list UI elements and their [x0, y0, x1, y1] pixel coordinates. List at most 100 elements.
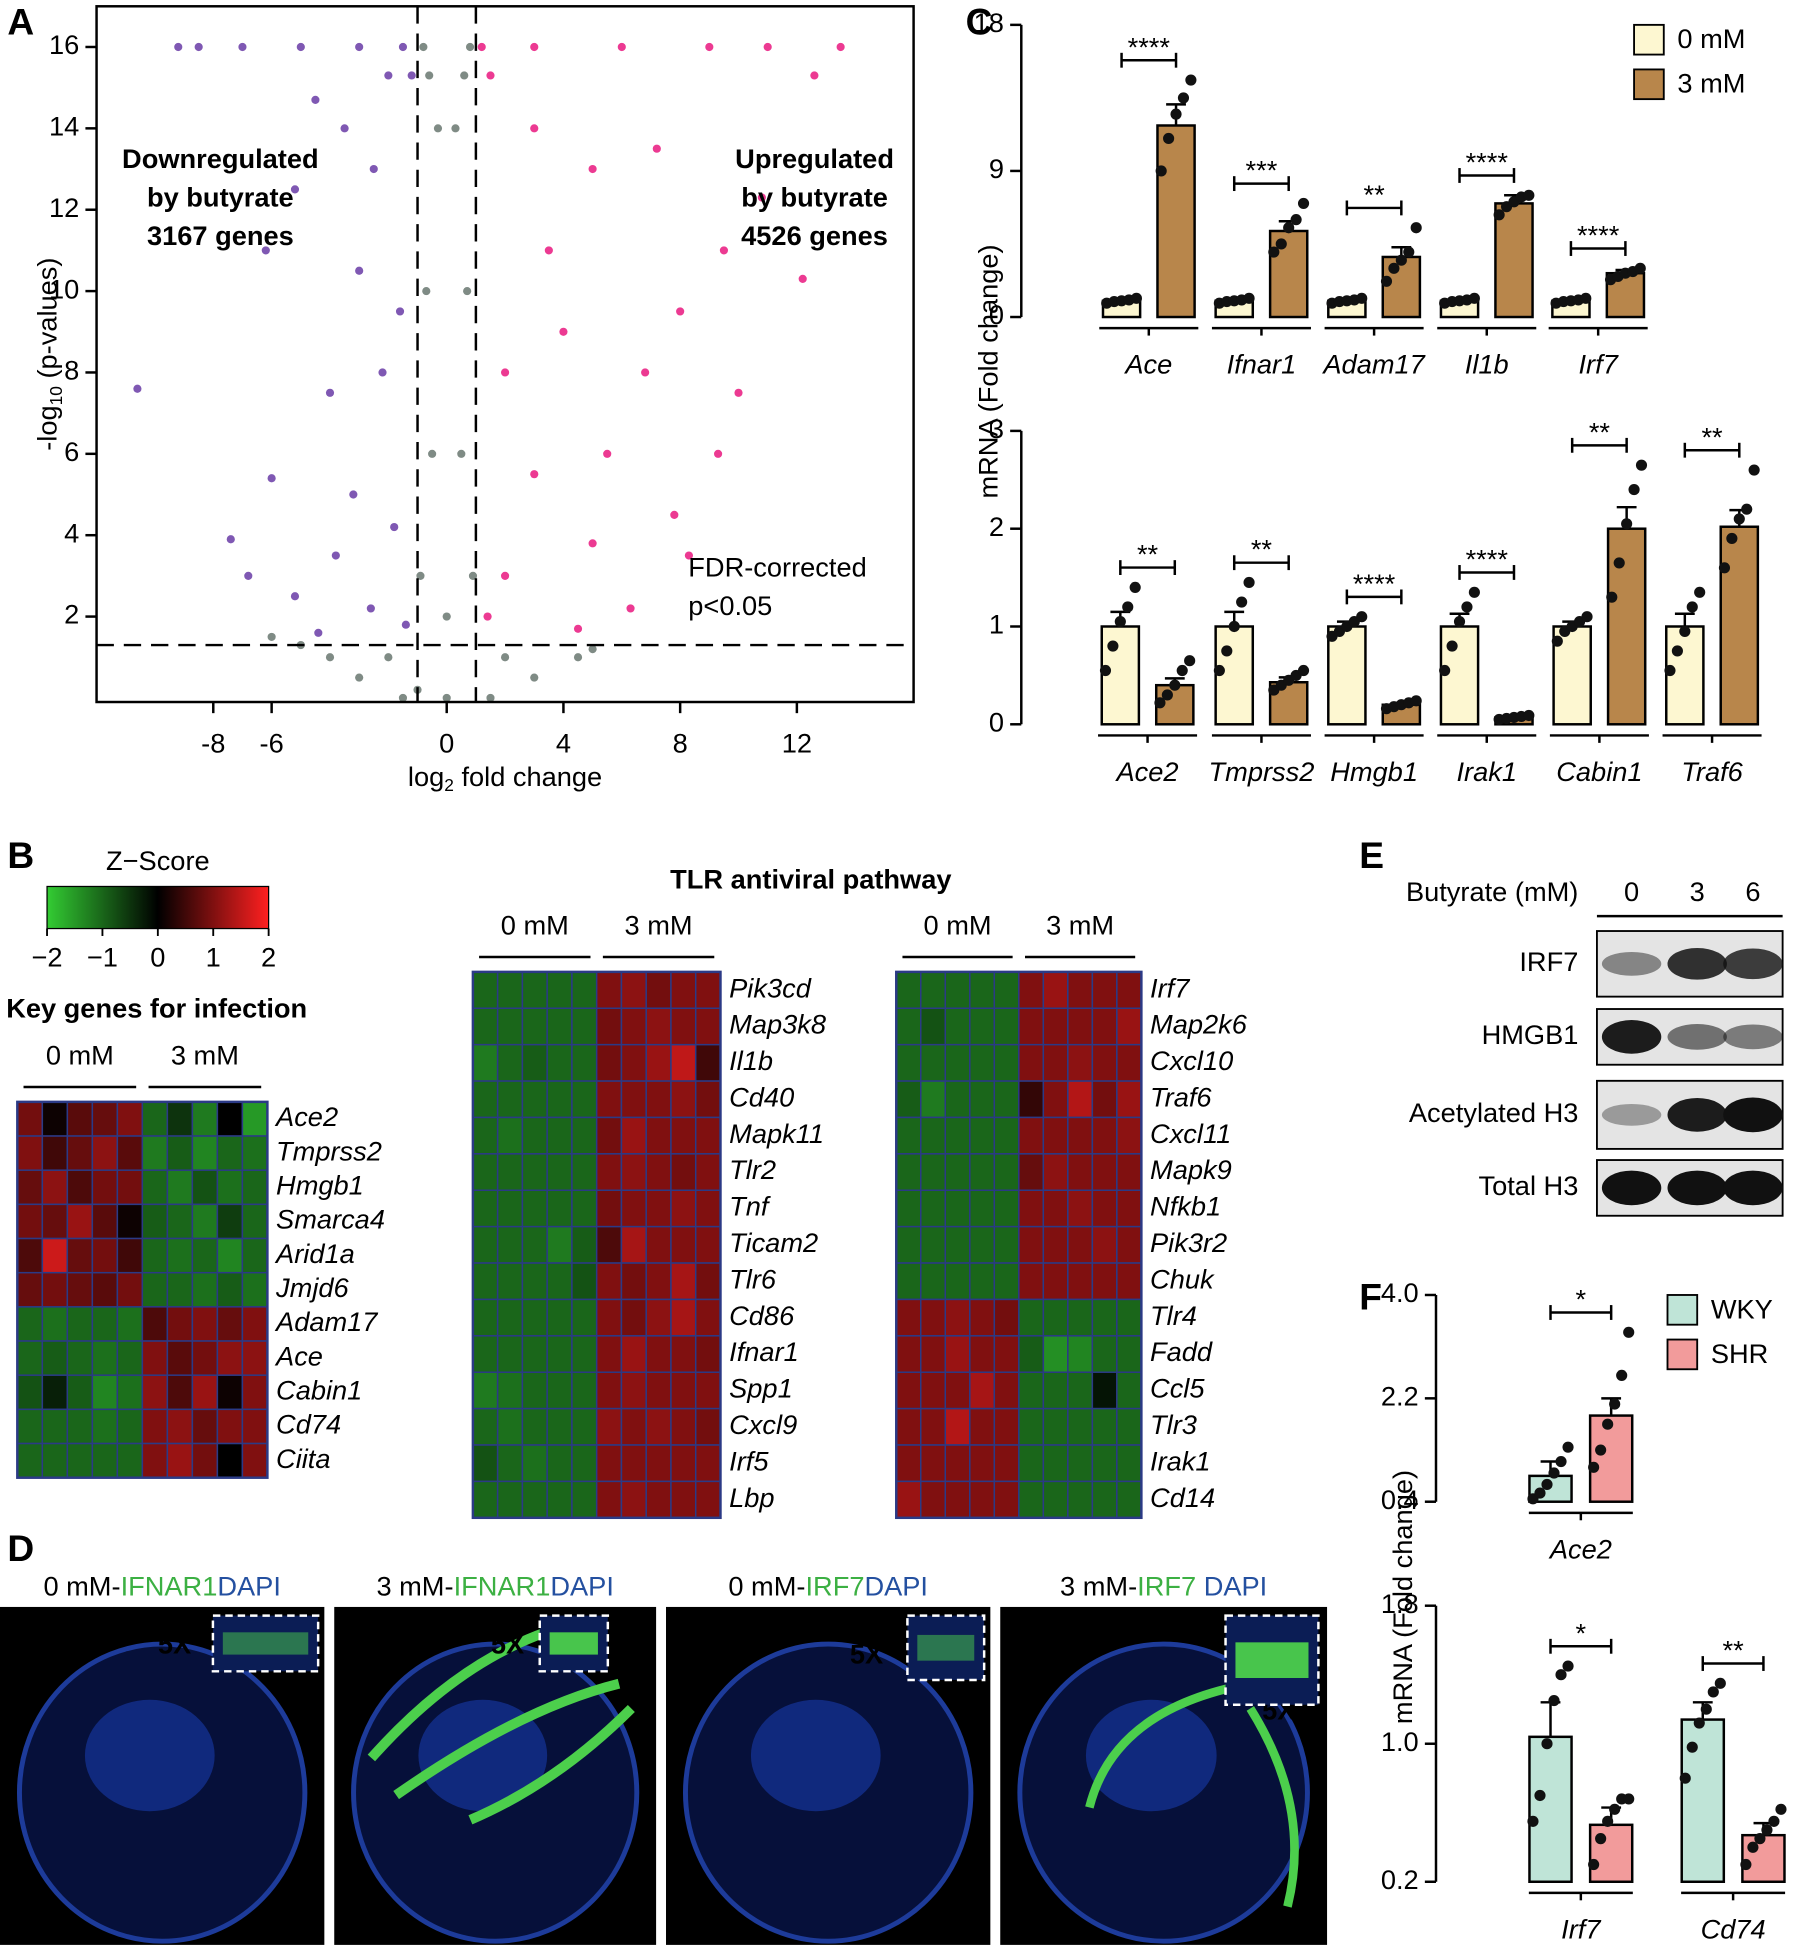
- blot-row-label: Acetylated H3: [1409, 1097, 1578, 1128]
- point: [422, 287, 431, 296]
- point: [340, 124, 349, 133]
- heatmap-cell: [141, 1169, 169, 1206]
- heatmap-cell: [993, 1262, 1020, 1301]
- heatmap-cell: [16, 1237, 44, 1274]
- heatmap-cell: [472, 1225, 499, 1264]
- data-point: [1439, 664, 1451, 677]
- heatmap-cell: [1067, 1007, 1094, 1046]
- data-point: [1562, 1660, 1574, 1672]
- data-point: [1613, 557, 1625, 569]
- point: [705, 42, 714, 52]
- heatmap-cell: [1067, 1444, 1094, 1483]
- heatmap-cell: [166, 1271, 194, 1308]
- heatmap-cell: [895, 1153, 922, 1191]
- point: [325, 388, 335, 397]
- x-tick-label: 8: [673, 728, 688, 759]
- heatmap-cell: [141, 1101, 169, 1137]
- heatmap-cell: [41, 1408, 69, 1445]
- bar: [1494, 202, 1534, 319]
- heatmap-cell: [241, 1203, 269, 1240]
- heatmap-title: Key genes for infection: [6, 992, 307, 1023]
- heatmap-cell: [1067, 1480, 1094, 1519]
- heatmap-cell: [216, 1271, 244, 1308]
- heatmap-cell: [645, 1444, 672, 1483]
- heatmap-cell: [1067, 1335, 1094, 1373]
- row-label: Ticam2: [729, 1227, 818, 1258]
- heatmap-cell: [694, 1116, 722, 1155]
- row-label: Cxcl10: [1150, 1045, 1233, 1076]
- heatmap-cell: [920, 971, 947, 1010]
- y-tick-label: 16: [49, 29, 79, 60]
- data-point: [1527, 1815, 1539, 1827]
- row-label: Pik3r2: [1150, 1227, 1227, 1258]
- point: [349, 490, 358, 499]
- blot-header: Butyrate (mM): [1406, 876, 1578, 907]
- heatmap-cell: [472, 1189, 499, 1228]
- point: [588, 164, 597, 174]
- heatmap-cell: [645, 1371, 672, 1410]
- heatmap-cell: [191, 1101, 219, 1137]
- heatmap-cell: [66, 1169, 94, 1206]
- data-point: [1551, 635, 1563, 647]
- heatmap-cell: [1067, 1116, 1094, 1155]
- heatmap-cell: [496, 1189, 524, 1228]
- heatmap-cell: [571, 1189, 598, 1228]
- heatmap-cell: [1091, 1262, 1118, 1301]
- significance-label: **: [1589, 416, 1611, 447]
- legend-label: 0 mM: [1677, 23, 1745, 54]
- data-point: [1679, 625, 1691, 637]
- point: [719, 246, 729, 255]
- heatmap-cell: [1116, 1116, 1143, 1155]
- significance-label: **: [1364, 179, 1386, 210]
- heatmap-cell: [521, 1116, 548, 1155]
- heatmap-cell: [993, 1371, 1020, 1410]
- heatmap-cell: [472, 1262, 499, 1301]
- data-point: [1453, 616, 1466, 628]
- point: [763, 42, 772, 52]
- heatmap-cell: [969, 1444, 996, 1483]
- heatmap-cell: [645, 1153, 672, 1191]
- micrograph-title: 3 mM-IFNAR1DAPI: [376, 1571, 613, 1602]
- heatmap-cell: [496, 1444, 524, 1483]
- point: [573, 653, 583, 662]
- heatmap-cell: [496, 1298, 524, 1337]
- y-tick-label: 3: [989, 413, 1004, 444]
- heatmap-cell: [1018, 1262, 1045, 1301]
- y-tick-label: 18: [974, 7, 1004, 38]
- heatmap-cell: [895, 1080, 922, 1119]
- inset-stain: [222, 1632, 309, 1655]
- data-point: [1221, 645, 1233, 657]
- blot-row-label: Total H3: [1479, 1170, 1579, 1201]
- heatmap-cell: [620, 971, 647, 1010]
- heatmap-cell: [1091, 1407, 1118, 1446]
- row-label: Hmgb1: [276, 1169, 364, 1200]
- point: [238, 42, 247, 52]
- heatmap-cell: [116, 1271, 144, 1308]
- panel-label: C: [966, 1, 993, 43]
- heatmap-cell: [241, 1374, 269, 1411]
- data-point: [1548, 1467, 1560, 1479]
- data-point: [1388, 262, 1400, 274]
- heatmap-cell: [1018, 1153, 1045, 1191]
- heatmap-cell: [645, 1225, 672, 1264]
- blot-band: [1601, 951, 1662, 976]
- heatmap-cell: [241, 1340, 269, 1376]
- heatmap-cell: [1042, 1335, 1069, 1373]
- heatmap-cell: [694, 1298, 722, 1337]
- heatmap-cell: [141, 1374, 169, 1411]
- y-tick-label: 1.8: [1381, 1588, 1419, 1619]
- heatmap-cell: [895, 1335, 922, 1373]
- heatmap-cell: [645, 1189, 672, 1228]
- heatmap-cell: [1091, 1189, 1118, 1228]
- heatmap-cell: [116, 1101, 144, 1137]
- data-point: [1129, 581, 1141, 593]
- blot-row-label: IRF7: [1519, 946, 1578, 977]
- heatmap-cell: [1042, 1080, 1069, 1119]
- heatmap-cell: [521, 1225, 548, 1264]
- heatmap-cell: [472, 1480, 499, 1519]
- panel-label: B: [7, 834, 34, 876]
- point: [442, 693, 451, 703]
- significance-label: ****: [1353, 568, 1396, 599]
- heatmap-cell: [895, 1225, 922, 1264]
- heatmap-cell: [191, 1442, 219, 1479]
